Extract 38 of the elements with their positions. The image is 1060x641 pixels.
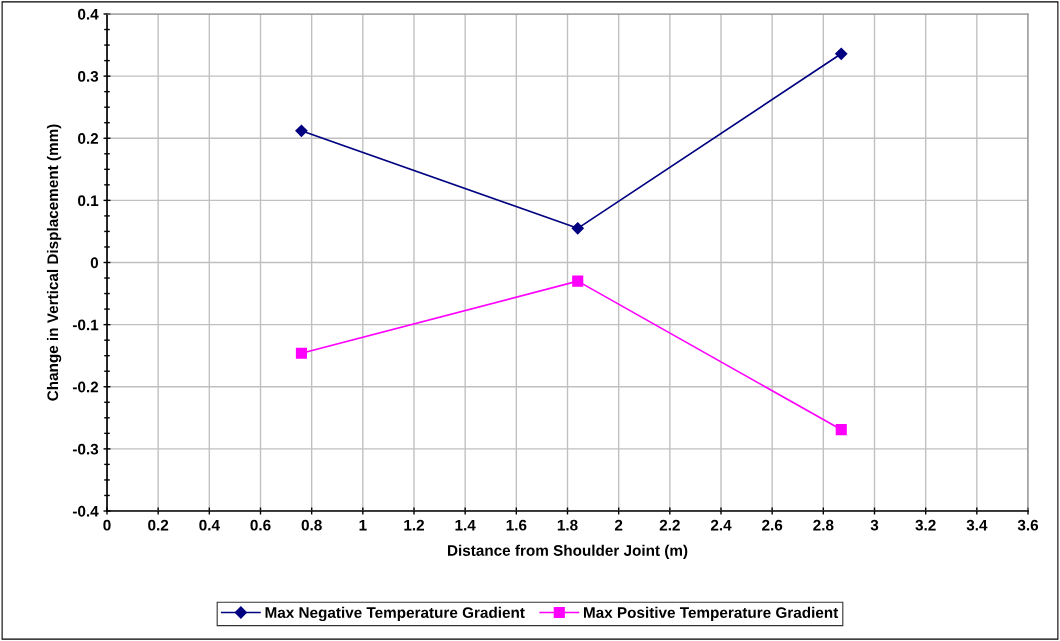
y-tick-label: -0.1 [72, 319, 99, 331]
y-tick-label: 0.4 [78, 8, 99, 20]
x-tick-label: 1.4 [455, 519, 476, 531]
x-tick-label: 1.2 [404, 519, 425, 531]
x-tick-label: 1 [359, 519, 367, 531]
x-tick-label: 0.2 [148, 519, 169, 531]
y-tick-label: -0.2 [72, 381, 99, 393]
y-axis-title: Change in Vertical Displacement (mm) [46, 124, 62, 401]
y-tick-label: 0 [90, 257, 99, 269]
point [572, 275, 584, 287]
x-tick-label: 3.6 [1017, 519, 1039, 531]
x-tick-label: 0 [103, 519, 111, 531]
x-tick-label: 3 [870, 519, 879, 531]
x-tick-label: 0.8 [301, 519, 322, 531]
x-tick-label: 3.4 [966, 519, 988, 531]
y-tick-label: -0.4 [72, 505, 99, 517]
point [835, 424, 847, 436]
x-tick-label: 1.8 [557, 519, 578, 531]
legend-label: Max Negative Temperature Gradient [265, 606, 525, 622]
point [295, 124, 308, 137]
x-tick-label: 2.4 [710, 519, 732, 531]
y-tick-label: 0.2 [78, 133, 99, 144]
x-axis-title: Distance from Shoulder Joint (m) [447, 544, 688, 559]
x-tick-label: 2.6 [762, 519, 783, 531]
point [571, 222, 584, 235]
y-tick-label: 0.1 [78, 195, 99, 207]
x-tick-label: 2 [614, 519, 623, 531]
x-tick-label: 0.4 [199, 519, 220, 531]
x-tick-label: 0.6 [250, 519, 271, 531]
point [295, 347, 307, 359]
x-tick-label: 2.2 [659, 519, 680, 531]
y-tick-label: -0.3 [72, 443, 99, 455]
x-tick-label: 2.8 [813, 519, 834, 531]
y-tick-label: 0.3 [78, 70, 99, 82]
point [835, 47, 848, 60]
x-tick-label: 3.2 [915, 519, 936, 531]
x-tick-label: 1.6 [506, 519, 527, 531]
legend-label: Max Positive Temperature Gradient [583, 606, 839, 622]
